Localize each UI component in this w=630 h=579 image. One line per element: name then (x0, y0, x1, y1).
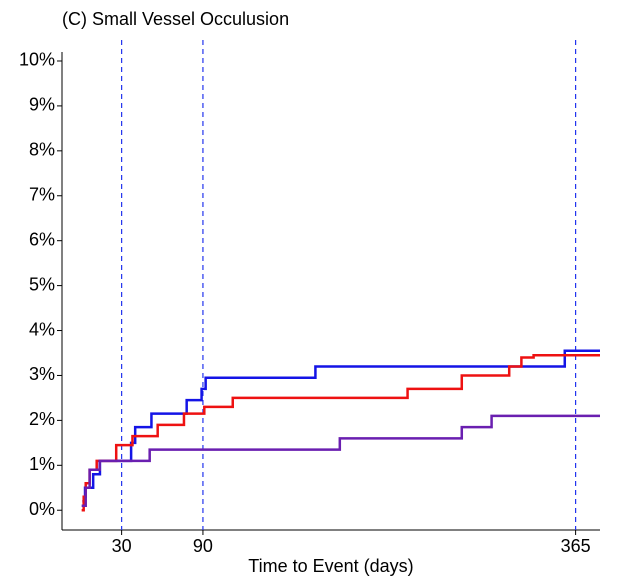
y-tick-label: 4% (29, 319, 55, 339)
y-tick-label: 2% (29, 409, 55, 429)
y-tick-label: 10% (19, 50, 55, 70)
x-tick-label: 90 (193, 536, 213, 556)
x-tick-label: 365 (561, 536, 591, 556)
survival-curve (81, 353, 600, 512)
y-tick-label: 5% (29, 274, 55, 294)
x-tick-label: 30 (112, 536, 132, 556)
y-tick-label: 7% (29, 185, 55, 205)
x-axis-label: Time to Event (days) (248, 556, 413, 576)
y-tick-label: 6% (29, 229, 55, 249)
y-tick-label: 3% (29, 364, 55, 384)
y-tick-label: 8% (29, 140, 55, 160)
y-tick-label: 1% (29, 454, 55, 474)
chart-title: (C) Small Vessel Occulusion (62, 9, 289, 29)
y-tick-label: 0% (29, 499, 55, 519)
survival-curve (81, 414, 600, 507)
survival-curve (82, 349, 600, 503)
y-tick-label: 9% (29, 95, 55, 115)
